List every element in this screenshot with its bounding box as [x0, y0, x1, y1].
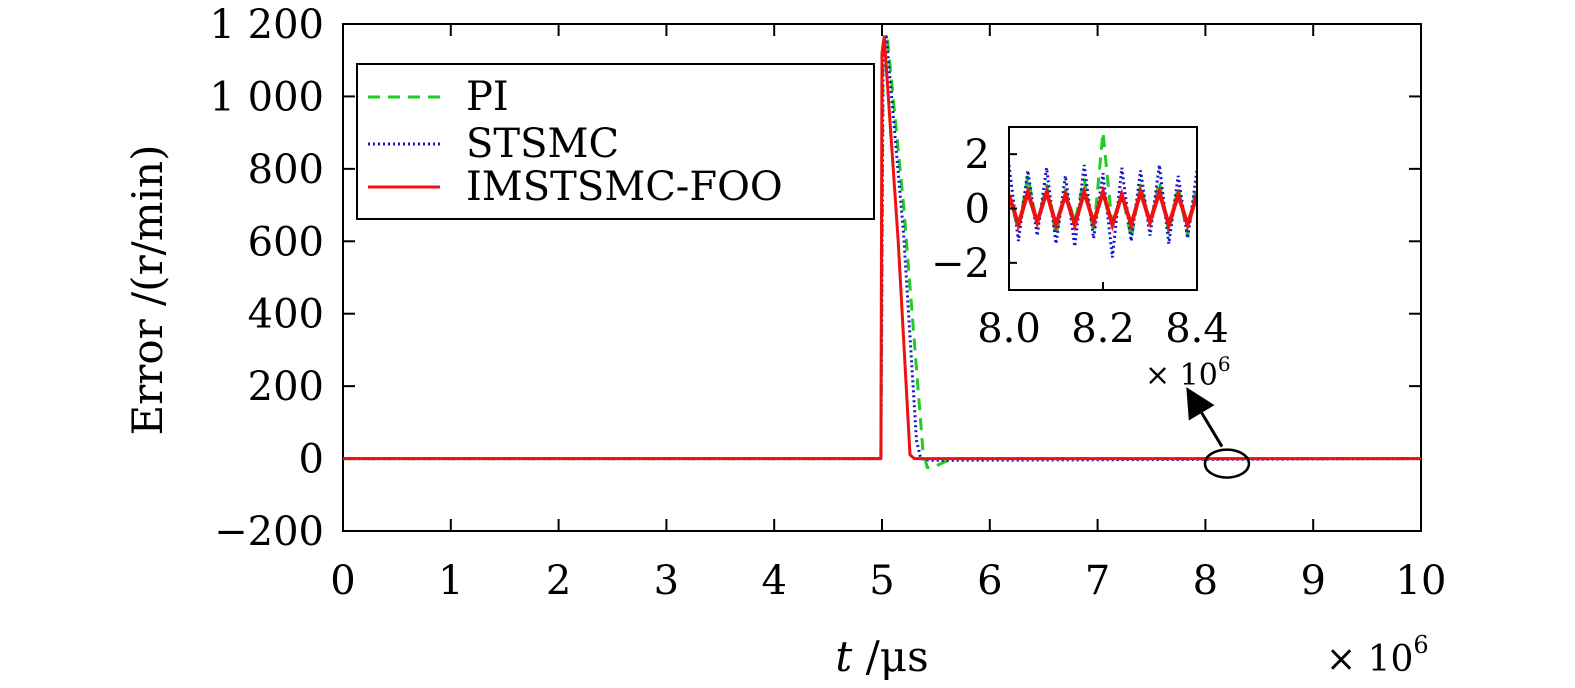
x-tick-label: 9: [1300, 558, 1325, 604]
x-tick-label: 8: [1193, 558, 1218, 604]
x-tick-label: 5: [869, 558, 894, 604]
inset-x-tick-label: 8.0: [977, 306, 1041, 352]
legend-box: [356, 63, 875, 220]
x-tick-label: 7: [1085, 558, 1110, 604]
legend-label-stsmc: STSMC: [466, 121, 619, 167]
inset-series-line-imstsmc-foo: [1009, 185, 1197, 232]
x-tick-label: 4: [761, 558, 786, 604]
x-tick-label: 2: [546, 558, 571, 604]
inset-y-tick-label: 2: [965, 132, 990, 178]
inset-background: [1009, 127, 1197, 290]
inset-series-lines: [1009, 132, 1197, 258]
inset-y-tick-label: 0: [965, 187, 990, 233]
series-line-imstsmc-foo: [343, 35, 1421, 461]
y-tick-label: 400: [248, 292, 324, 338]
inset-y-tick-labels: −2 0 2: [931, 132, 990, 287]
y-tick-label: 1 200: [209, 2, 324, 48]
series-lines: [343, 35, 1421, 470]
zoom-arrow: [1186, 387, 1224, 448]
inset-x-tick-label: 8.2: [1071, 306, 1135, 352]
legend-label-imstsmc-foo: IMSTSMC-FOO: [466, 164, 783, 210]
legend-label-pi: PI: [466, 74, 509, 120]
y-tick-label: 600: [248, 219, 324, 265]
inset-x-multiplier: × 106: [1145, 352, 1231, 393]
y-tick-label: 0: [299, 437, 324, 483]
y-tick-label: −200: [214, 509, 324, 555]
y-tick-labels: −200 0 200 400 600 800 1 000 1 200: [209, 2, 324, 555]
tick-marks: [342, 23, 1422, 532]
y-tick-label: 1 000: [209, 74, 324, 120]
inset-x-tick-labels: 8.0 8.2 8.4: [977, 306, 1229, 352]
x-tick-labels: 0 1 2 3 4 5 6 7 8 9 10: [330, 558, 1446, 604]
x-tick-label: 10: [1396, 558, 1447, 604]
inset-y-tick-label: −2: [931, 241, 990, 287]
x-tick-label: 0: [330, 558, 355, 604]
zoom-region-marker: [1203, 448, 1251, 479]
inset-x-tick-label: 8.4: [1165, 306, 1229, 352]
y-tick-label: 200: [248, 364, 324, 410]
x-axis-multiplier: × 106: [1326, 631, 1429, 680]
inset-tick-marks: [1008, 153, 1198, 290]
x-tick-label: 3: [654, 558, 679, 604]
legend: PI STSMC IMSTSMC-FOO: [356, 63, 875, 220]
y-axis-title: Error /(r/min): [123, 145, 172, 436]
x-axis-title: t /μs: [835, 632, 928, 681]
inset-chart: 8.0 8.2 8.4 −2 0 2 × 106: [931, 126, 1231, 393]
y-tick-label: 800: [248, 147, 324, 193]
x-tick-label: 6: [977, 558, 1002, 604]
x-tick-label: 1: [438, 558, 463, 604]
